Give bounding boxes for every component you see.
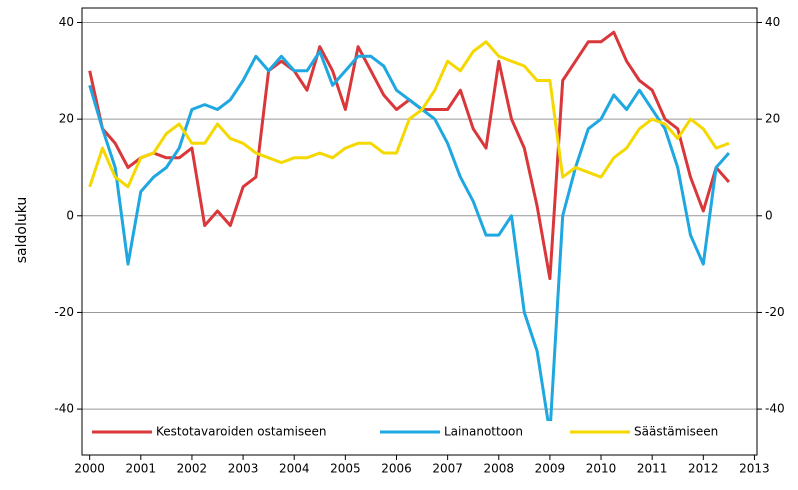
legend-label: Lainanottoon xyxy=(444,425,523,439)
x-tick-label: 2010 xyxy=(586,462,617,476)
x-tick-label: 2006 xyxy=(381,462,412,476)
y-tick-label: 20 xyxy=(59,112,74,126)
x-tick-label: 2007 xyxy=(432,462,463,476)
y-tick-label: 0 xyxy=(66,208,74,222)
y2-tick-label: -20 xyxy=(765,305,785,319)
x-tick-label: 2002 xyxy=(177,462,208,476)
series-line xyxy=(88,40,730,189)
series-line xyxy=(88,50,731,435)
x-tick-label: 2012 xyxy=(688,462,719,476)
x-tick-label: 2008 xyxy=(483,462,514,476)
legend-label: Säästämiseen xyxy=(634,425,718,439)
y2-tick-label: 40 xyxy=(765,15,780,29)
y2-tick-label: 0 xyxy=(765,208,773,222)
x-tick-label: 2011 xyxy=(637,462,668,476)
y-tick-label: 40 xyxy=(59,15,74,29)
plot-frame xyxy=(81,7,758,456)
x-tick-label: 2013 xyxy=(739,462,770,476)
x-tick-label: 2004 xyxy=(279,462,310,476)
series-line xyxy=(88,30,731,281)
y2-tick-label: -40 xyxy=(765,402,785,416)
y-tick-label: -20 xyxy=(54,305,74,319)
y-tick-label: -40 xyxy=(54,402,74,416)
x-tick-label: 2001 xyxy=(126,462,157,476)
x-tick-label: 2009 xyxy=(535,462,566,476)
y2-tick-label: 20 xyxy=(765,112,780,126)
x-tick-label: 2000 xyxy=(74,462,105,476)
y-axis-label: saldoluku xyxy=(14,197,30,264)
x-tick-label: 2003 xyxy=(228,462,259,476)
legend-label: Kestotavaroiden ostamiseen xyxy=(156,425,327,439)
x-tick-label: 2005 xyxy=(330,462,361,476)
